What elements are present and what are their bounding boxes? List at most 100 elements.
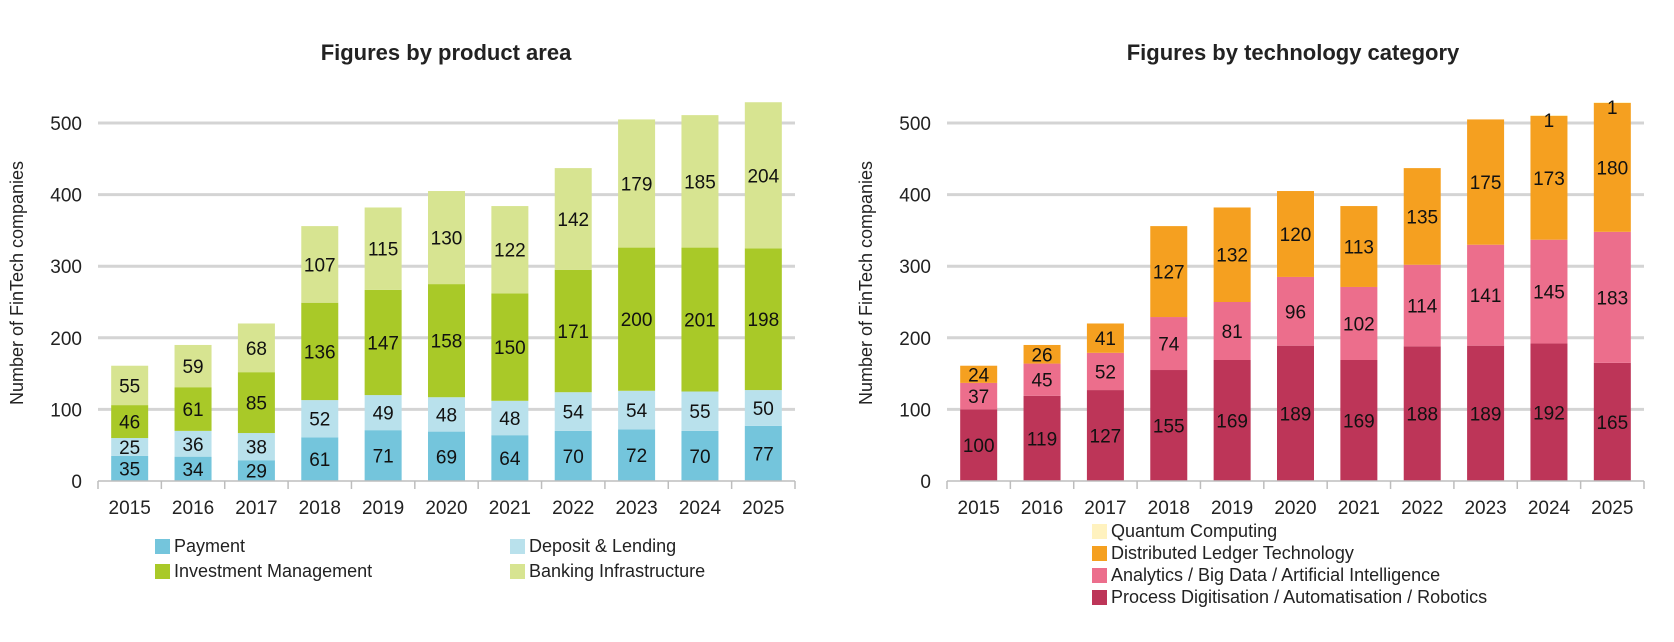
x-tick-label: 2019 [362,498,404,519]
bar-segment [1467,345,1505,481]
y-tick-label: 0 [71,472,82,493]
bar-segment [364,395,402,431]
bar-segment [1593,102,1631,103]
bar-segment [744,390,782,426]
product-area-chart: Figures by product area Number of FinTec… [7,40,796,581]
data-label: 52 [309,410,330,431]
bar-segment [681,247,719,392]
data-label: 25 [119,438,140,459]
bar-segment [237,460,275,481]
data-label: 55 [689,402,710,423]
y-tick-label: 500 [50,114,82,135]
legend-swatch [1092,524,1107,539]
data-label: 136 [304,342,336,363]
data-label: 107 [304,255,336,276]
bar-segment [1277,276,1314,346]
data-label: 71 [373,447,394,468]
data-label: 132 [1216,246,1248,267]
bar-segment [1403,346,1441,481]
bar-segment [1277,345,1314,481]
y-tick-label: 300 [899,257,931,278]
data-label: 41 [1095,329,1116,350]
data-label: 29 [246,462,267,483]
bar-segment [618,429,656,481]
bar-segment [1593,102,1631,232]
data-label: 173 [1533,169,1565,190]
y-tick-label: 100 [899,400,931,421]
bar-segment [681,115,719,248]
legend-label: Distributed Ledger Technology [1111,543,1354,563]
data-label: 46 [119,413,140,434]
bar-segment [1403,264,1441,347]
legend-swatch [510,539,525,554]
x-tick-label: 2016 [1021,498,1063,519]
legend-swatch [510,564,525,579]
bar-segment [1150,370,1188,481]
y-axis-label: Number of FinTech companies [856,161,876,405]
bar-segment [1593,231,1631,363]
data-label: 38 [246,438,267,459]
data-label: 45 [1031,371,1052,392]
chart-title: Figures by product area [321,40,572,65]
bar-segment [301,226,339,303]
bar-segment [1213,359,1251,481]
bar-segment [1467,119,1505,245]
bar-segment [1530,343,1568,481]
x-tick-label: 2018 [299,498,341,519]
x-tick-label: 2023 [615,498,657,519]
data-label: 115 [368,240,398,261]
bar-segment [1340,286,1378,360]
x-tick-label: 2025 [742,498,784,519]
bar-segment [744,425,782,481]
bar-segment [428,284,465,398]
data-label: 185 [684,172,716,193]
bar-segment [1277,191,1314,277]
data-label: 61 [309,450,330,471]
bar-segment [1023,344,1061,364]
bar-segment [1340,359,1378,481]
data-label: 119 [1027,429,1057,450]
technology-category-chart: Figures by technology category Number of… [856,40,1645,607]
bar-segment [491,435,529,481]
data-label: 36 [182,435,203,456]
bar-segment [364,430,402,481]
x-tick-label: 2022 [1401,498,1443,519]
bar-segment [618,390,656,430]
bar-segment [681,430,719,481]
data-label: 69 [436,447,457,468]
bar-segment [960,382,998,410]
data-label: 61 [182,400,203,421]
data-label: 70 [563,447,584,468]
data-label: 158 [431,332,463,353]
bar-segment [364,207,402,290]
data-label: 24 [968,365,990,386]
legend-label: Deposit & Lending [529,536,676,556]
x-tick-label: 2017 [235,498,277,519]
data-label: 100 [963,436,995,457]
bar-segment [1213,207,1251,302]
data-label: 74 [1158,335,1180,356]
bar-segment [237,372,275,434]
bar-segment [554,392,592,431]
bar-segment [960,365,998,383]
data-label: 113 [1344,238,1374,259]
bar-segment [491,400,529,436]
data-label: 189 [1280,404,1312,425]
data-label: 198 [747,310,779,331]
data-label: 72 [626,446,647,467]
data-label: 55 [119,376,140,397]
chart-title: Figures by technology category [1127,40,1460,65]
bar-segment [1530,115,1568,240]
bar-segment [237,323,275,373]
legend-swatch [1092,590,1107,605]
legend-label: Payment [174,536,245,556]
data-label: 169 [1216,411,1248,432]
legend-label: Quantum Computing [1111,521,1277,541]
data-label: 120 [1280,225,1312,246]
bar-segment [618,119,656,248]
data-label: 150 [494,338,526,359]
y-tick-label: 100 [50,400,82,421]
x-tick-label: 2020 [425,498,467,519]
x-tick-label: 2023 [1464,498,1506,519]
data-label: 130 [431,229,463,250]
